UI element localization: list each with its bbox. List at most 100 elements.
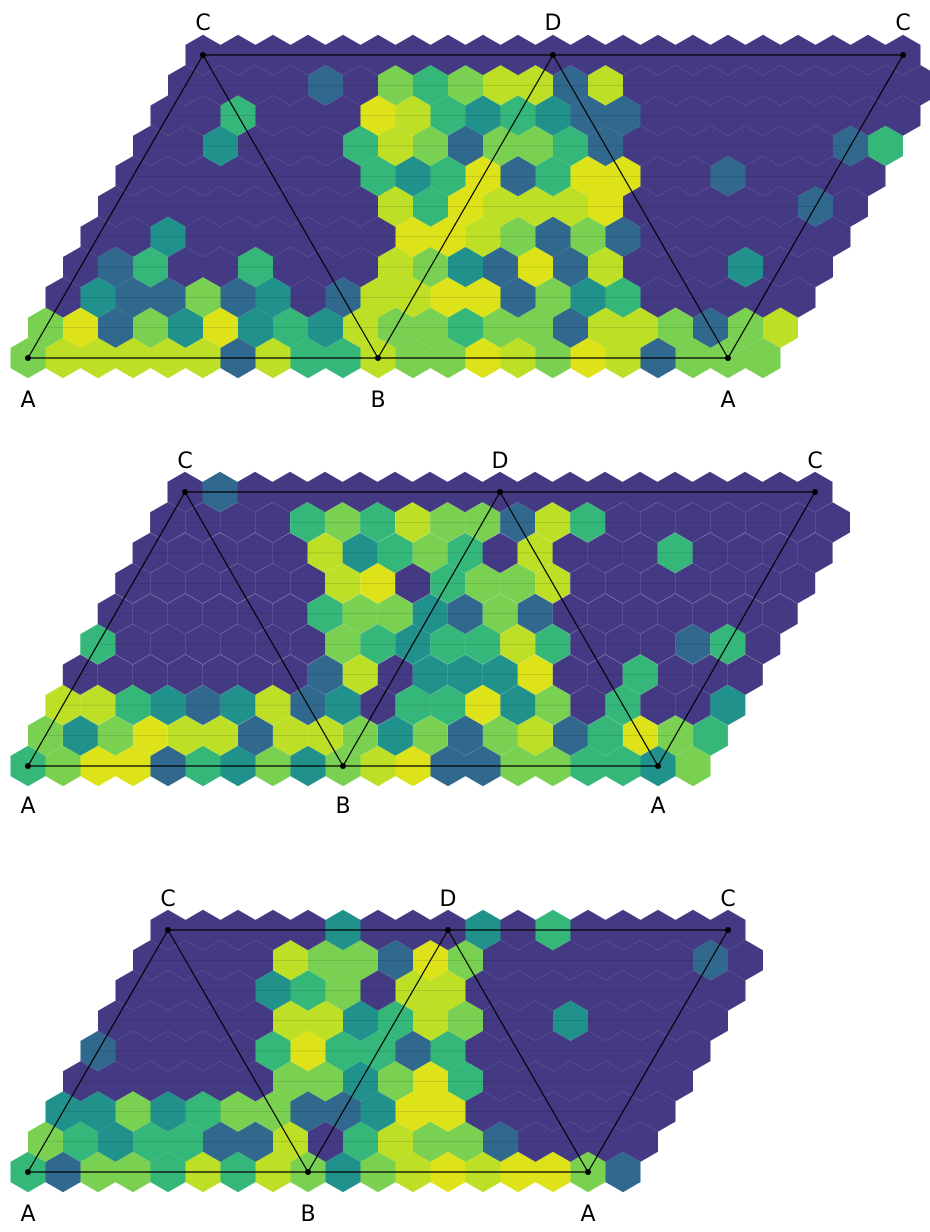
hex-cell: [727, 654, 763, 695]
hex-cell: [185, 156, 221, 197]
hex-cell: [623, 940, 658, 981]
hex-cell: [727, 532, 763, 574]
hex-cell: [553, 1061, 588, 1102]
hex-cell: [290, 1091, 326, 1132]
hex-cell: [203, 125, 238, 167]
hex-cell: [80, 1091, 116, 1132]
corner-label-c-left-top: C: [195, 11, 210, 36]
hex-cell: [728, 246, 763, 288]
hex-cell: [290, 156, 326, 197]
hex-cell: [413, 186, 448, 227]
hex-cell: [237, 532, 273, 574]
vertex-point: [550, 52, 556, 58]
hex-cell: [605, 1151, 641, 1193]
vertex-point: [25, 1169, 31, 1175]
hex-cell: [273, 715, 308, 756]
hex-cell: [483, 1121, 518, 1162]
triangle-edge: [499, 491, 659, 767]
hex-cell: [483, 940, 518, 981]
hex-cell: [640, 1091, 676, 1132]
hex-cell: [482, 593, 518, 634]
vertex-point: [445, 927, 451, 933]
hex-cell: [325, 1030, 361, 1072]
hex-cell: [535, 95, 571, 136]
vertex-point: [182, 489, 188, 495]
hex-cell: [185, 563, 221, 604]
hex-cell: [202, 654, 238, 695]
hex-cell: [518, 715, 553, 756]
hex-cell: [115, 1091, 151, 1132]
hex-cell: [518, 307, 553, 348]
hex-cell: [307, 532, 343, 574]
hex-cell: [780, 156, 816, 197]
hex-cell: [430, 684, 466, 726]
hex-cell: [220, 277, 256, 318]
hex-cell: [728, 65, 763, 106]
hex-cell: [395, 95, 431, 136]
vertex-point: [200, 52, 206, 58]
hex-cell: [675, 745, 711, 787]
vertex-point: [655, 763, 661, 769]
hex-cell: [658, 940, 693, 981]
hex-cell: [780, 563, 816, 604]
hex-cell: [307, 654, 343, 695]
hex-cell: [588, 940, 623, 981]
hex-cell: [133, 307, 168, 348]
hex-cell: [640, 624, 676, 665]
hex-cell: [763, 186, 798, 227]
hex-cell: [623, 65, 658, 106]
hex-cell: [798, 125, 833, 167]
hex-cell: [202, 593, 238, 634]
vertex-point: [812, 489, 818, 495]
hex-cell: [80, 684, 116, 726]
hex-cell: [780, 277, 816, 318]
hex-cell: [325, 156, 361, 197]
hex-cell: [570, 563, 606, 604]
hex-cell: [325, 563, 361, 604]
hex-cell: [395, 502, 430, 543]
hex-cell: [185, 277, 221, 318]
corner-label-c-left-middle: C: [177, 449, 192, 474]
hex-cell: [657, 654, 693, 695]
hex-cell: [605, 95, 641, 136]
hex-cell: [693, 186, 728, 227]
panel-middle: [10, 471, 850, 787]
hex-cell: [273, 65, 308, 106]
hex-cell: [570, 156, 606, 197]
hex-cell: [238, 186, 273, 227]
corner-label-b-middle: B: [335, 794, 350, 819]
hex-cell: [483, 65, 518, 106]
hex-cell: [710, 502, 745, 543]
hex-cell: [325, 216, 361, 257]
hex-cell: [430, 156, 466, 197]
hex-cell: [605, 1030, 641, 1072]
hex-cell: [185, 684, 221, 726]
hex-cell: [168, 186, 203, 227]
corner-label-a-right-bottom: A: [580, 1202, 595, 1227]
hex-cell: [150, 1030, 186, 1072]
hex-cell: [430, 624, 466, 665]
hex-cell: [325, 970, 361, 1011]
hex-cell: [63, 1121, 98, 1162]
hex-cell: [693, 65, 728, 106]
hex-cell: [80, 277, 116, 318]
hex-cell: [587, 593, 623, 634]
hex-cell: [552, 654, 588, 695]
hex-cell: [255, 1030, 291, 1072]
hex-cell: [238, 1000, 273, 1041]
corner-label-a-left-middle: A: [20, 794, 35, 819]
hex-cell: [588, 186, 623, 227]
hex-cell: [308, 940, 343, 981]
hex-cell: [465, 624, 501, 665]
hex-cell: [220, 624, 256, 665]
hex-cell: [535, 216, 571, 257]
hex-cell: [465, 95, 501, 136]
hex-cell: [167, 654, 203, 695]
hex-cell: [63, 715, 98, 756]
hex-cell: [693, 125, 728, 167]
hex-cell: [448, 1061, 483, 1102]
hex-cell: [535, 1030, 571, 1072]
hex-cell: [220, 970, 256, 1011]
hex-cell: [903, 65, 930, 106]
hex-cell: [360, 563, 396, 604]
